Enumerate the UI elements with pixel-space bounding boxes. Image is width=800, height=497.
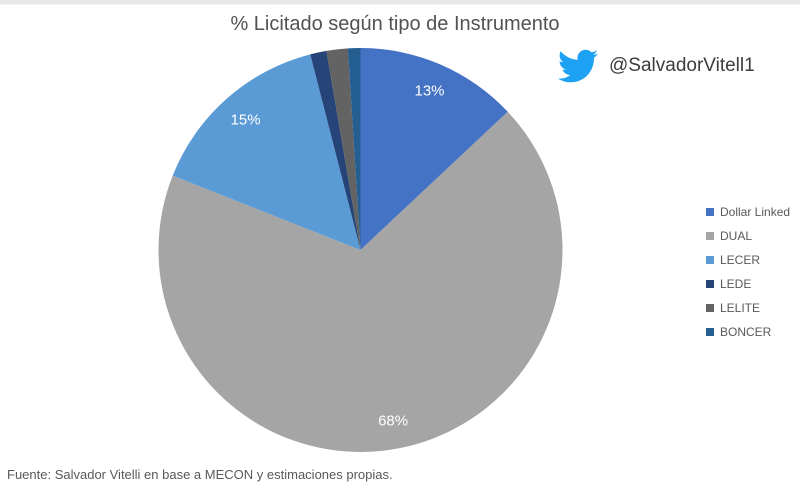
source-note: Fuente: Salvador Vitelli en base a MECON… <box>7 467 393 482</box>
legend-label: LEDE <box>720 277 752 291</box>
legend-swatch-lecer <box>706 256 714 264</box>
legend: Dollar Linked DUAL LECER LEDE LELITE BON… <box>706 200 790 344</box>
legend-swatch-boncer <box>706 328 714 336</box>
legend-swatch-dual <box>706 232 714 240</box>
pie-slice-lecer <box>172 54 361 250</box>
legend-item-dual: DUAL <box>706 224 790 248</box>
legend-label: BONCER <box>720 325 772 339</box>
legend-label: Dollar Linked <box>720 205 791 219</box>
legend-item-lede: LEDE <box>706 272 790 296</box>
pie-slice-lelite <box>326 48 361 251</box>
pie-slice-boncer <box>347 48 361 250</box>
legend-swatch-dollar-linked <box>706 208 714 216</box>
legend-item-boncer: BONCER <box>706 320 790 344</box>
legend-swatch-lede <box>706 280 714 288</box>
pie-slice-dollar-linked <box>360 48 508 250</box>
legend-item-lecer: LECER <box>706 248 790 272</box>
legend-label: LELITE <box>720 301 761 315</box>
twitter-icon <box>556 46 600 86</box>
chart-title: % Licitado según tipo de Instrumento <box>230 13 560 35</box>
legend-item-lelite: LELITE <box>706 296 790 320</box>
slice-data-label: 13% <box>414 83 444 100</box>
pie-slice-lede <box>310 50 361 251</box>
legend-label: DUAL <box>720 229 753 243</box>
legend-label: LECER <box>720 253 761 267</box>
legend-item-dollar-linked: Dollar Linked <box>706 200 790 224</box>
pie-slice-dual <box>158 111 563 453</box>
twitter-badge: @SalvadorVitell1 <box>556 46 755 86</box>
slice-data-label: 15% <box>231 112 261 129</box>
twitter-handle: @SalvadorVitell1 <box>609 55 755 76</box>
window-top-strip <box>0 0 800 5</box>
slice-data-label: 68% <box>378 413 408 430</box>
legend-swatch-lelite <box>706 304 714 312</box>
